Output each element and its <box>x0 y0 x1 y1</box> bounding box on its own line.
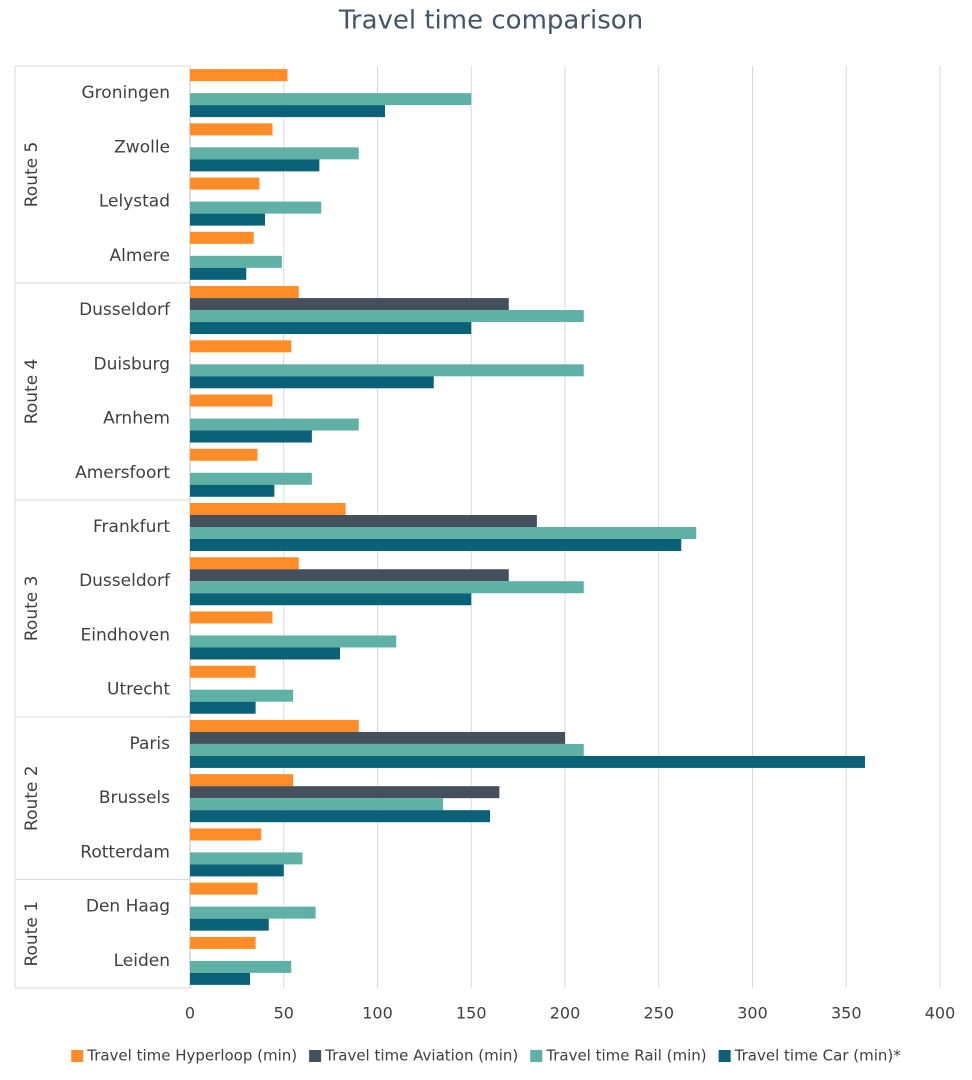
x-tick-label: 0 <box>185 1004 195 1023</box>
bar <box>190 852 303 865</box>
y-tick-label: Amersfoort <box>75 463 170 483</box>
y-tick-label: Paris <box>130 734 171 754</box>
bar <box>190 611 273 624</box>
y-tick-label: Groningen <box>82 83 171 103</box>
bar <box>190 472 312 485</box>
bar <box>190 593 472 606</box>
bar <box>190 774 294 787</box>
bar <box>190 93 472 106</box>
bar <box>190 527 697 539</box>
bar <box>190 105 385 118</box>
group-label: Route 5 <box>22 142 42 208</box>
bar <box>190 503 346 515</box>
bar <box>190 557 299 570</box>
bar <box>190 810 490 823</box>
legend-label: Travel time Car (min)* <box>734 1047 902 1065</box>
bar <box>190 418 359 431</box>
bar <box>190 755 865 768</box>
y-tick-label: Rotterdam <box>80 842 170 862</box>
bar <box>190 448 258 461</box>
y-tick-label: Den Haag <box>86 897 170 917</box>
bar <box>190 394 273 407</box>
bar <box>190 906 316 919</box>
bar <box>190 231 254 244</box>
bar <box>190 376 434 389</box>
legend-swatch <box>71 1050 84 1062</box>
bar <box>190 340 292 353</box>
group-label: Route 1 <box>22 901 42 967</box>
bar <box>190 267 247 280</box>
bar <box>190 177 260 190</box>
bar <box>190 701 256 714</box>
legend-swatch <box>530 1050 543 1062</box>
bar <box>190 918 269 931</box>
legend-swatch <box>718 1050 731 1062</box>
y-tick-label: Almere <box>110 246 170 266</box>
bar <box>190 635 397 648</box>
bar <box>190 731 565 744</box>
bar <box>190 864 284 877</box>
bar <box>190 689 294 702</box>
bar <box>190 310 584 323</box>
y-tick-label: Utrecht <box>107 680 170 700</box>
bar <box>190 123 273 136</box>
y-tick-label: Duisburg <box>94 354 171 374</box>
bar <box>190 882 258 895</box>
bar <box>190 743 584 756</box>
bar <box>190 255 282 268</box>
x-tick-label: 400 <box>925 1004 956 1023</box>
y-tick-label: Frankfurt <box>93 517 170 537</box>
bar <box>190 786 500 799</box>
y-tick-label: Dusseldorf <box>79 300 171 320</box>
y-tick-label: Arnhem <box>103 409 170 429</box>
group-label: Route 4 <box>22 359 42 425</box>
bar <box>190 430 312 443</box>
bar <box>190 828 262 841</box>
chart-title: Travel time comparison <box>338 6 643 36</box>
legend-label: Travel time Aviation (min) <box>324 1047 518 1065</box>
bar <box>190 147 359 160</box>
legend-label: Travel time Rail (min) <box>545 1047 706 1065</box>
bar <box>190 569 509 582</box>
bar <box>190 213 265 226</box>
y-tick-label: Leiden <box>114 951 170 971</box>
bar <box>190 69 288 82</box>
x-tick-label: 300 <box>737 1004 768 1023</box>
bar <box>190 647 340 660</box>
bar <box>190 515 537 527</box>
x-tick-label: 100 <box>362 1004 393 1023</box>
bar <box>190 719 359 732</box>
y-tick-label: Eindhoven <box>81 625 171 645</box>
x-tick-label: 200 <box>550 1004 581 1023</box>
bar <box>190 936 256 949</box>
bar <box>190 364 584 377</box>
y-tick-label: Zwolle <box>114 137 170 157</box>
bar <box>190 665 256 678</box>
group-label: Route 2 <box>22 765 42 831</box>
x-tick-label: 150 <box>456 1004 487 1023</box>
bar <box>190 539 682 551</box>
bar <box>190 972 250 985</box>
group-label: Route 3 <box>22 576 42 642</box>
bar <box>190 484 275 497</box>
x-tick-label: 50 <box>274 1004 294 1023</box>
bar <box>190 298 509 311</box>
legend-swatch <box>309 1050 322 1062</box>
y-tick-label: Brussels <box>99 788 170 808</box>
x-tick-label: 250 <box>643 1004 674 1023</box>
bar <box>190 159 320 172</box>
bar <box>190 286 299 299</box>
bar <box>190 960 292 973</box>
legend-label: Travel time Hyperloop (min) <box>86 1047 297 1065</box>
bar <box>190 798 444 811</box>
bar <box>190 322 472 335</box>
y-tick-label: Dusseldorf <box>79 571 171 591</box>
y-tick-label: Lelystad <box>99 192 170 212</box>
bar <box>190 581 584 594</box>
x-tick-label: 350 <box>831 1004 862 1023</box>
bar <box>190 201 322 214</box>
